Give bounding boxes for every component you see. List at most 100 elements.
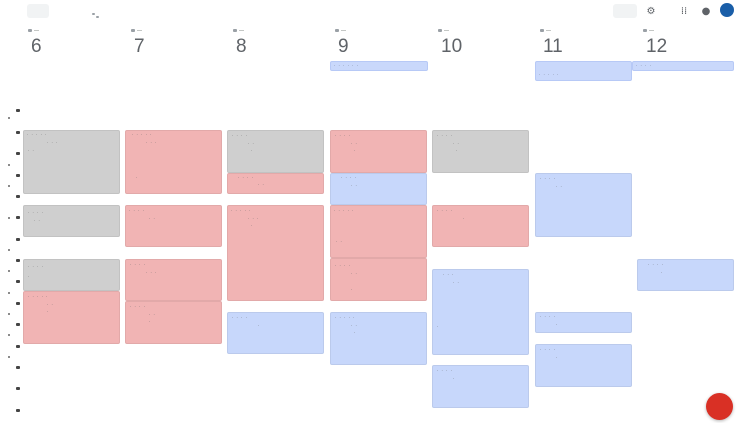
hour-tick — [16, 131, 20, 134]
half-hour-dot — [8, 117, 10, 119]
event-detail: · · — [453, 141, 460, 146]
event-title: · · · · · — [334, 208, 355, 213]
calendar-event[interactable]: · · · · · · · — [330, 205, 427, 258]
day-number: 9 — [338, 36, 349, 57]
event-title: · · · · — [238, 175, 254, 180]
calendar-event[interactable]: · · · · · · · — [432, 130, 529, 173]
event-detail: · · — [351, 141, 358, 146]
day-header[interactable]: 12 — [642, 28, 740, 58]
gear-icon[interactable]: ⚙ — [646, 5, 656, 17]
hour-tick — [16, 174, 20, 177]
event-title: · · · · · — [27, 132, 48, 137]
day-of-week-label-2 — [341, 30, 346, 31]
menu-button[interactable] — [27, 4, 49, 18]
event-detail: · — [456, 148, 459, 153]
today-button[interactable] — [613, 4, 637, 18]
calendar-event[interactable]: · · · · · — [23, 259, 120, 291]
event-detail: · — [453, 376, 456, 381]
event-detail: · — [463, 216, 466, 221]
calendar-event[interactable]: · · · · · · — [227, 173, 324, 194]
calendar-event[interactable]: · · · · · — [637, 259, 734, 291]
event-title: · · · · — [232, 133, 248, 138]
day-header[interactable]: 6 — [27, 28, 129, 58]
calendar-event[interactable]: · · · · · — [535, 312, 632, 333]
calendar-event[interactable]: · · · · · · · · · · — [23, 130, 120, 194]
day-header[interactable]: 8 — [232, 28, 334, 58]
day-of-week-label — [438, 29, 442, 32]
event-detail: · — [28, 274, 31, 279]
calendar-event[interactable]: · · · · · · — [432, 269, 529, 355]
event-title: · · · · — [232, 315, 248, 320]
all-day-event[interactable]: · · · · — [632, 61, 734, 71]
app-title-mark-2 — [96, 16, 99, 18]
calendar-event[interactable]: · · · · · · · — [125, 301, 222, 344]
hour-tick — [16, 195, 20, 198]
event-detail: · · — [453, 280, 460, 285]
event-detail: · · · — [146, 270, 158, 275]
day-of-week-label — [540, 29, 544, 32]
hour-tick — [16, 216, 20, 219]
hour-tick — [16, 152, 20, 155]
day-of-week-label-2 — [444, 30, 449, 31]
day-header[interactable]: 11 — [539, 28, 641, 58]
day-number: 10 — [441, 36, 463, 57]
all-day-event[interactable]: · · · · · · — [330, 61, 428, 71]
event-detail: · · — [351, 323, 358, 328]
calendar-event[interactable]: · · · · · · · · · — [227, 205, 324, 301]
day-of-week-label-2 — [137, 30, 142, 31]
event-detail: · · — [351, 183, 358, 188]
calendar-event[interactable]: · · · · · · — [125, 205, 222, 247]
event-detail: · — [351, 287, 354, 292]
calendar-event[interactable]: · · · · · · · — [125, 259, 222, 301]
all-day-event[interactable]: · · · · · — [535, 61, 632, 81]
top-app-bar: ⚙ ⁞⁞ ● — [0, 0, 740, 26]
create-event-fab[interactable] — [706, 393, 733, 420]
event-title: · · · · · — [335, 315, 356, 320]
event-title: · · · · — [648, 262, 664, 267]
event-title: · · · · — [437, 208, 453, 213]
avatar[interactable] — [720, 3, 734, 17]
calendar-event[interactable]: · · · · · · — [330, 173, 427, 205]
calendar-event[interactable]: · · · · · · · · — [23, 291, 120, 344]
apps-grid-icon[interactable]: ⁞⁞ — [680, 5, 688, 17]
hour-tick — [16, 345, 20, 348]
calendar-event[interactable]: · · · · · · · — [330, 130, 427, 173]
event-title: · · · · — [437, 368, 453, 373]
calendar-event[interactable]: · · · · · · · · — [330, 312, 427, 365]
event-title: · · · · — [28, 264, 44, 269]
day-of-week-label-2 — [546, 30, 551, 31]
day-of-week-label — [643, 29, 647, 32]
calendar-event[interactable]: · · · · · — [432, 365, 529, 408]
event-detail: · — [251, 223, 254, 228]
hour-tick — [16, 109, 20, 112]
calendar-event[interactable]: · · · · · · — [23, 205, 120, 237]
calendar-event[interactable]: · · · · · · · — [330, 258, 427, 301]
event-detail: · · — [336, 239, 343, 244]
calendar-event[interactable]: · · · · · — [432, 205, 529, 247]
calendar-event[interactable]: · · · · · — [227, 312, 324, 354]
event-detail: · — [149, 319, 152, 324]
calendar-event[interactable]: · · · · · · — [535, 173, 632, 237]
event-title: · · · · — [540, 176, 556, 181]
calendar-event[interactable]: · · · · · — [535, 344, 632, 387]
day-header[interactable]: 10 — [437, 28, 539, 58]
day-of-week-label — [233, 29, 237, 32]
account-circle-icon[interactable]: ● — [701, 5, 711, 17]
half-hour-dot — [8, 313, 10, 315]
event-detail: · · — [28, 148, 35, 153]
day-header[interactable]: 9 — [334, 28, 436, 58]
half-hour-dot — [8, 164, 10, 166]
calendar-event[interactable]: · · · · · · · · · — [125, 130, 222, 194]
day-header[interactable]: 7 — [130, 28, 232, 58]
event-detail: · · — [149, 216, 156, 221]
hour-tick — [16, 302, 20, 305]
calendar-event[interactable]: · · · · · · · — [227, 130, 324, 173]
event-title: · · · · — [129, 208, 145, 213]
half-hour-dot — [8, 217, 10, 219]
half-hour-dot — [8, 249, 10, 251]
half-hour-dot — [8, 292, 10, 294]
day-number: 12 — [646, 36, 668, 57]
event-detail: · — [136, 175, 139, 180]
event-title: · · · · — [130, 262, 146, 267]
event-detail: · · · — [146, 140, 158, 145]
